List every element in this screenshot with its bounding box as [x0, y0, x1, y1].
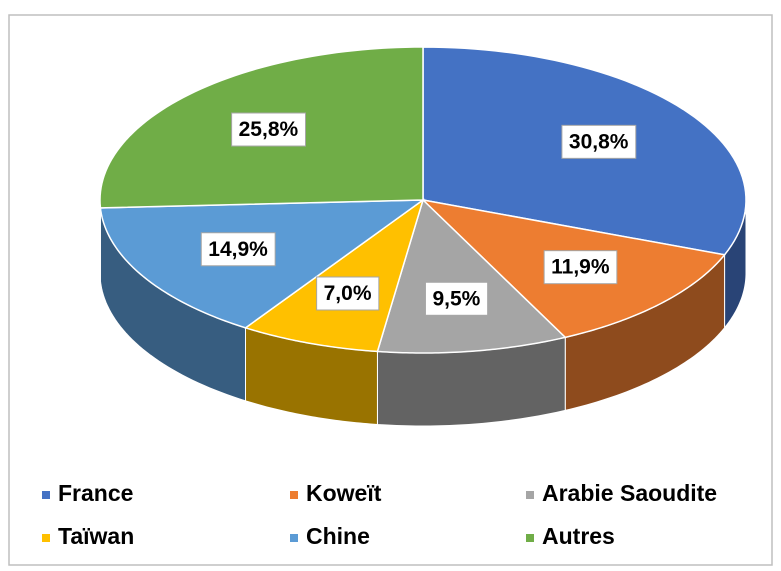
- legend-label: Koweït: [306, 480, 382, 506]
- data-label: 7,0%: [324, 282, 372, 305]
- legend-label: Arabie Saoudite: [542, 480, 717, 506]
- legend-label: Autres: [542, 523, 615, 549]
- legend-label: France: [58, 480, 133, 506]
- data-label-box: [543, 250, 618, 285]
- data-label-box: [316, 276, 380, 311]
- legend-swatch: [526, 534, 534, 542]
- data-label: 11,9%: [551, 256, 610, 279]
- data-label-box: [200, 232, 276, 267]
- slice: [243, 198, 425, 353]
- data-label-box: [231, 112, 306, 147]
- data-label: 25,8%: [239, 118, 299, 141]
- legend-swatch: [42, 491, 50, 499]
- data-label: 14,9%: [208, 238, 268, 261]
- legend-label: Taïwan: [58, 523, 134, 549]
- data-label: 9,5%: [432, 287, 480, 310]
- slice: [376, 198, 567, 354]
- legend-swatch: [42, 534, 50, 542]
- data-label-box: [561, 124, 637, 159]
- data-label: 30,8%: [569, 130, 629, 153]
- data-label-box: [424, 281, 489, 316]
- legend-swatch: [526, 491, 534, 499]
- legend-swatch: [290, 491, 298, 499]
- legend-swatch: [290, 534, 298, 542]
- legend-label: Chine: [306, 523, 370, 549]
